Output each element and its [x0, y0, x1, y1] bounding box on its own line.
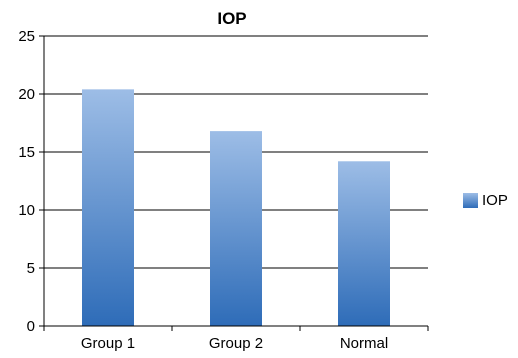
axes: 0 5 10 15 20 25 Group 1 Group 2 Normal	[18, 28, 429, 352]
bar-group-1	[82, 89, 134, 326]
x-tick-label: Group 1	[81, 335, 135, 352]
legend-label: IOP	[482, 192, 508, 209]
y-tick-label: 20	[18, 86, 35, 103]
y-tick-label: 15	[18, 144, 35, 161]
chart-title: IOP	[217, 9, 246, 28]
bar-normal	[338, 161, 390, 326]
y-tick-label: 5	[27, 260, 35, 277]
x-tick-label: Normal	[340, 335, 388, 352]
y-tick-label: 10	[18, 202, 35, 219]
bar-group-2	[210, 131, 262, 326]
x-tick-label: Group 2	[209, 335, 263, 352]
bars	[82, 89, 390, 326]
y-tick-label: 0	[27, 318, 35, 335]
y-tick-label: 25	[18, 28, 35, 45]
legend: IOP	[463, 192, 508, 209]
legend-swatch	[463, 193, 478, 208]
